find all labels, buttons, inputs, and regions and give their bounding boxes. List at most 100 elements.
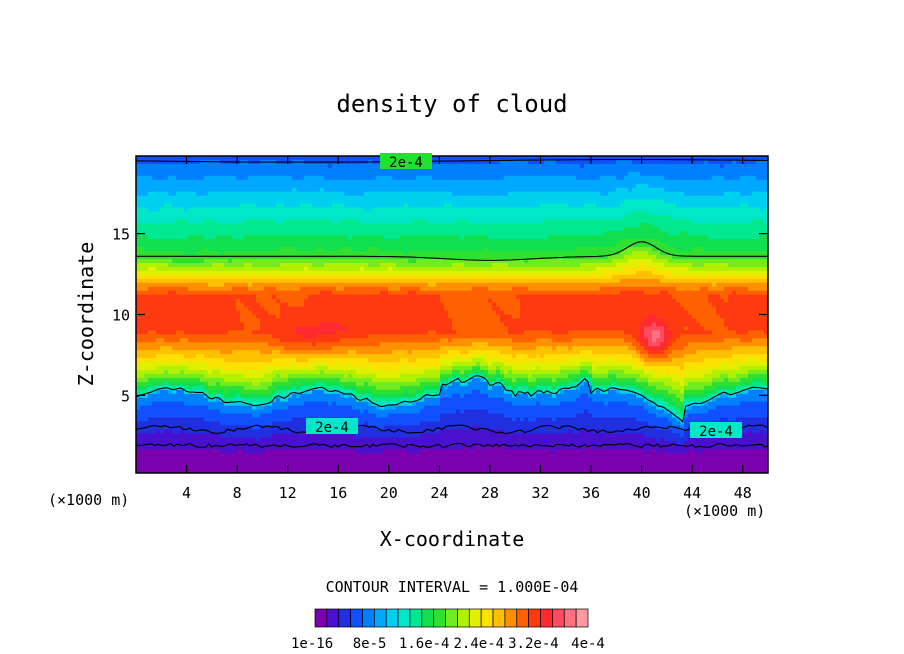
density-cell	[260, 310, 265, 316]
density-cell	[248, 461, 253, 466]
density-cell	[232, 354, 237, 359]
density-cell	[232, 381, 237, 387]
density-cell	[244, 235, 249, 240]
density-cell	[192, 397, 197, 403]
density-cell	[296, 243, 301, 248]
density-cell	[292, 179, 297, 185]
density-cell	[232, 358, 237, 363]
density-cell	[344, 310, 349, 316]
density-cell	[164, 163, 169, 169]
density-cell	[216, 255, 221, 260]
density-cell	[220, 314, 225, 320]
density-cell	[288, 251, 293, 256]
density-cell	[280, 453, 285, 458]
density-cell	[204, 433, 209, 438]
density-cell	[312, 338, 317, 343]
density-cell	[148, 191, 153, 197]
density-cell	[272, 255, 277, 260]
density-cell	[368, 302, 373, 308]
density-cell	[244, 362, 249, 367]
density-cell	[304, 306, 309, 312]
density-cell	[296, 397, 301, 403]
density-cell	[152, 223, 157, 228]
density-cell	[136, 187, 141, 193]
density-cell	[216, 203, 221, 209]
density-cell	[320, 199, 325, 205]
density-cell	[296, 163, 301, 169]
density-cell	[252, 286, 257, 292]
density-cell	[312, 354, 317, 359]
density-cell	[188, 366, 193, 371]
density-cell	[172, 262, 177, 268]
density-cell	[308, 211, 313, 217]
density-cell	[276, 251, 281, 256]
density-cell	[256, 461, 261, 466]
density-cell	[204, 369, 209, 375]
density-cell	[340, 183, 345, 189]
density-cell	[168, 385, 173, 391]
density-cell	[332, 223, 337, 228]
density-cell	[172, 231, 177, 236]
density-cell	[216, 318, 221, 324]
density-cell	[260, 350, 265, 355]
density-cell	[164, 274, 169, 280]
density-cell	[264, 195, 269, 201]
density-cell	[364, 302, 369, 308]
density-cell	[316, 247, 321, 252]
density-cell	[332, 163, 337, 169]
density-cell	[184, 171, 189, 177]
density-cell	[220, 385, 225, 391]
density-cell	[200, 409, 205, 415]
density-cell	[200, 203, 205, 209]
density-cell	[332, 457, 337, 462]
density-cell	[232, 397, 237, 403]
density-cell	[264, 270, 269, 276]
density-cell	[284, 441, 289, 446]
density-cell	[248, 429, 253, 434]
density-cell	[180, 278, 185, 284]
density-cell	[172, 350, 177, 355]
density-cell	[312, 179, 317, 185]
density-cell	[280, 183, 285, 189]
density-cell	[324, 401, 329, 407]
density-cell	[280, 342, 285, 347]
density-cell	[372, 429, 377, 434]
density-cell	[156, 199, 161, 205]
density-cell	[288, 389, 293, 395]
density-cell	[272, 247, 277, 252]
density-cell	[144, 310, 149, 316]
density-cell	[140, 183, 145, 189]
density-cell	[296, 314, 301, 320]
density-cell	[212, 167, 217, 173]
density-cell	[276, 385, 281, 391]
density-cell	[284, 239, 289, 244]
density-cell	[356, 437, 361, 442]
density-cell	[140, 362, 145, 367]
density-cell	[232, 461, 237, 466]
density-cell	[336, 191, 341, 197]
density-cell	[172, 314, 177, 320]
density-cell	[188, 449, 193, 454]
density-cell	[380, 274, 385, 280]
density-cell	[376, 179, 381, 185]
density-cell	[176, 469, 181, 473]
density-cell	[160, 270, 165, 276]
density-cell	[196, 262, 201, 268]
density-cell	[328, 195, 333, 201]
density-cell	[276, 294, 281, 300]
density-cell	[144, 282, 149, 288]
density-cell	[200, 231, 205, 236]
density-cell	[300, 441, 305, 446]
density-cell	[216, 405, 221, 411]
density-cell	[328, 354, 333, 359]
density-cell	[360, 306, 365, 312]
density-cell	[332, 437, 337, 442]
density-cell	[196, 290, 201, 296]
density-cell	[264, 441, 269, 446]
density-cell	[176, 235, 181, 240]
density-cell	[364, 179, 369, 185]
density-cell	[188, 223, 193, 228]
density-cell	[348, 278, 353, 284]
density-cell	[368, 377, 373, 383]
density-cell	[168, 187, 173, 193]
